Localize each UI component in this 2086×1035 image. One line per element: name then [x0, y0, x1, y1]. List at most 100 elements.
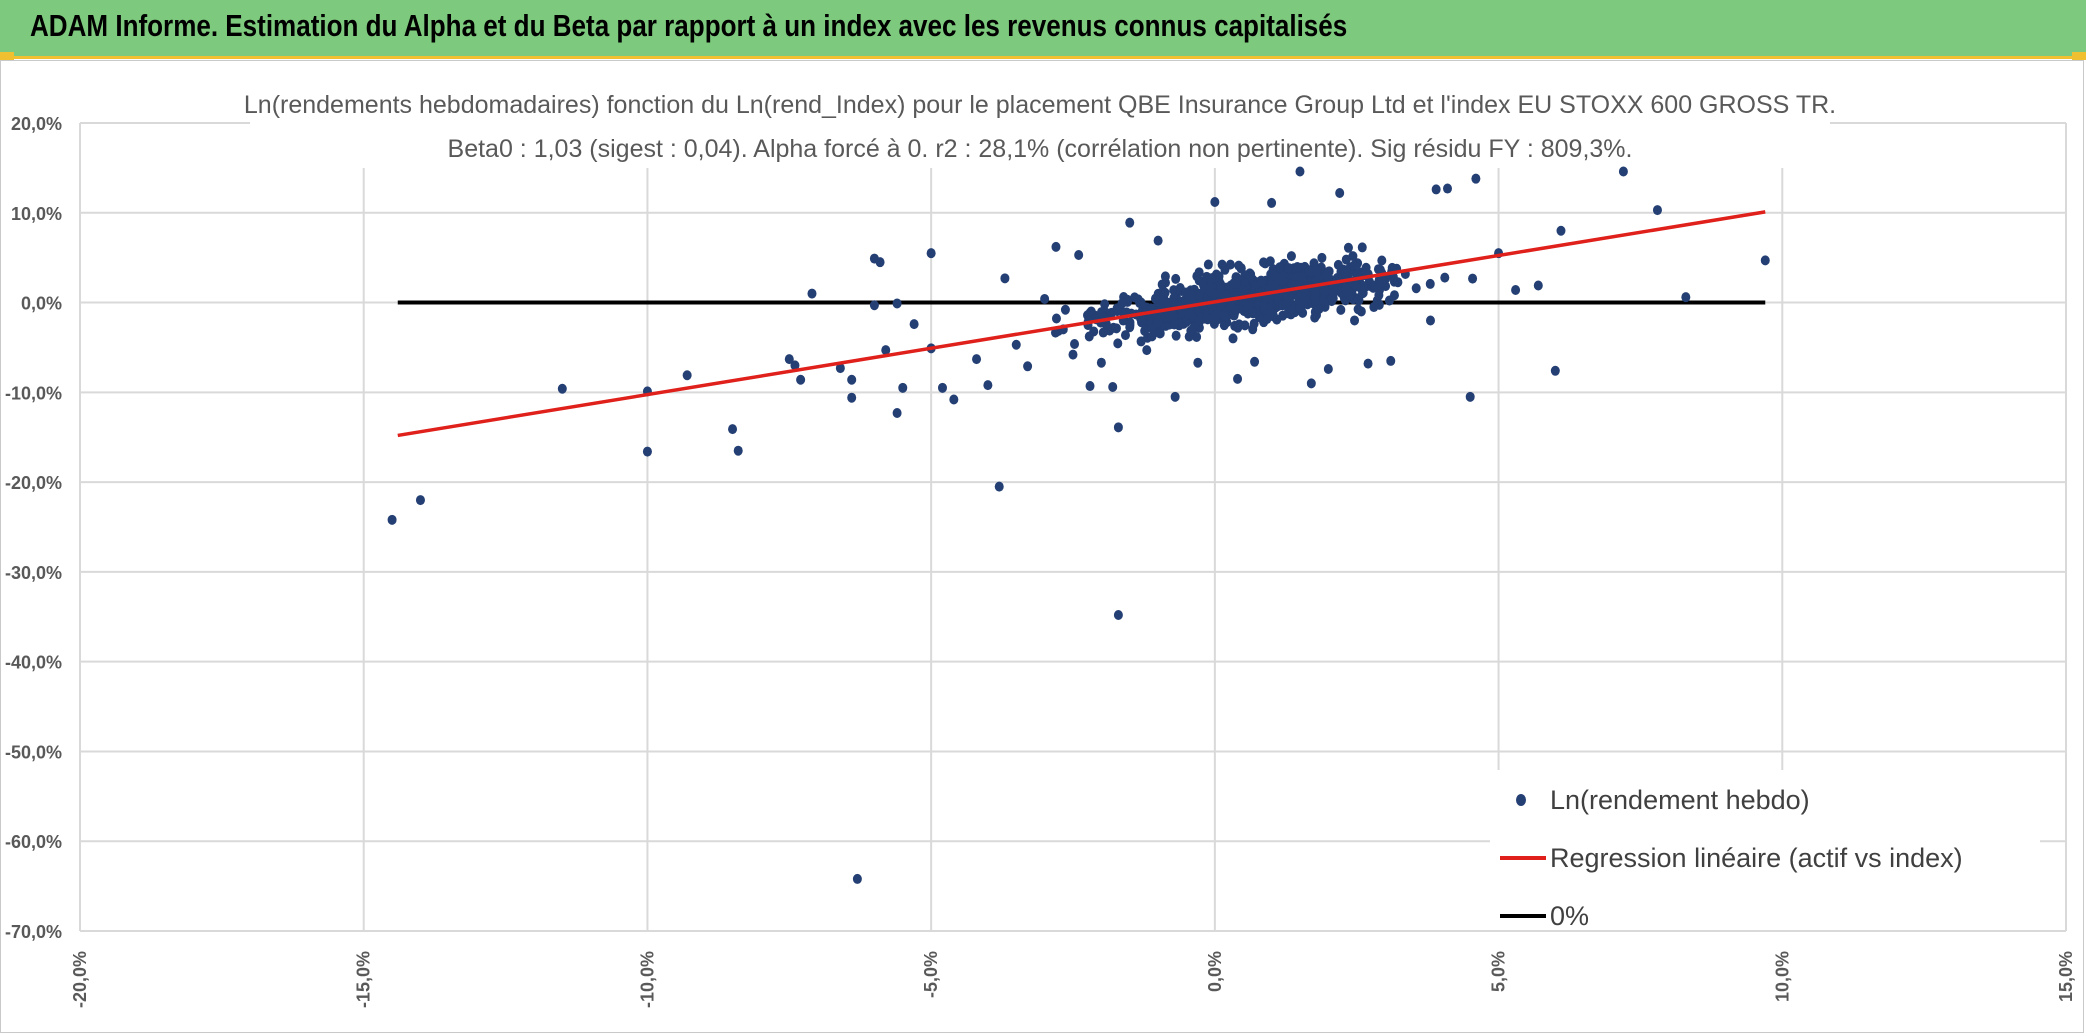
cluster-point — [1136, 336, 1146, 347]
data-point — [1363, 358, 1373, 369]
cluster-point — [1214, 271, 1224, 282]
data-point — [1550, 365, 1560, 376]
cluster-point — [1185, 309, 1195, 320]
cluster-point — [1320, 286, 1330, 297]
chart-title-box — [250, 80, 1830, 168]
data-point — [1681, 292, 1691, 303]
cluster-point — [1155, 328, 1165, 339]
data-point — [1096, 357, 1106, 368]
data-point — [1443, 183, 1453, 194]
cluster-point — [1217, 259, 1227, 270]
cluster-point — [1393, 277, 1403, 288]
data-point — [1011, 339, 1021, 350]
data-point — [892, 407, 902, 418]
data-point — [1618, 166, 1628, 177]
x-tick-label: -10,0% — [637, 951, 657, 1008]
cluster-point — [1262, 314, 1272, 325]
cluster-point — [1336, 304, 1346, 315]
cluster-point — [1440, 272, 1450, 283]
data-point — [1193, 357, 1203, 368]
cluster-point — [1468, 273, 1478, 284]
cluster-point — [1340, 283, 1350, 294]
data-point — [807, 288, 817, 299]
data-point — [1306, 378, 1316, 389]
cluster-point — [1113, 338, 1123, 349]
data-point — [728, 424, 738, 435]
cluster-point — [1096, 307, 1106, 318]
data-point — [909, 319, 919, 330]
data-point — [1170, 391, 1180, 402]
cluster-point — [1219, 320, 1229, 331]
cluster-point — [1353, 304, 1363, 315]
data-point — [1425, 315, 1435, 326]
cluster-point — [1084, 331, 1094, 342]
data-point — [387, 514, 397, 525]
data-point — [1471, 173, 1481, 184]
cluster-point — [1177, 308, 1187, 319]
cluster-point — [1150, 293, 1160, 304]
data-point — [1074, 249, 1084, 260]
data-point — [796, 374, 806, 385]
cluster-point — [1374, 290, 1384, 301]
cluster-point — [1333, 259, 1343, 270]
cluster-point — [1147, 323, 1157, 334]
x-tick-label: 0,0% — [1205, 951, 1225, 992]
cluster-point — [1117, 298, 1127, 309]
data-point — [1233, 373, 1243, 384]
legend-box — [1490, 770, 2040, 930]
cluster-point — [1297, 298, 1307, 309]
cluster-point — [1323, 272, 1333, 283]
data-point — [1323, 363, 1333, 374]
cluster-point — [1203, 314, 1213, 325]
cluster-point — [1256, 277, 1266, 288]
cluster-point — [1098, 327, 1108, 338]
cluster-point — [1340, 268, 1350, 279]
cluster-point — [1286, 251, 1296, 262]
cluster-point — [1192, 331, 1202, 342]
cluster-point — [1242, 300, 1252, 311]
cluster-point — [1311, 265, 1321, 276]
data-point — [881, 345, 891, 356]
data-point — [892, 298, 902, 309]
cluster-point — [1137, 315, 1147, 326]
cluster-point — [1229, 278, 1239, 289]
cluster-point — [1375, 264, 1385, 275]
cluster-point — [1216, 283, 1226, 294]
corner-accent-right — [2072, 52, 2086, 60]
data-point — [972, 354, 982, 365]
report-header: ADAM Informe. Estimation du Alpha et du … — [0, 0, 2086, 59]
data-point — [1511, 284, 1521, 295]
data-point — [1760, 255, 1770, 266]
data-point — [557, 383, 567, 394]
data-point — [1125, 217, 1135, 228]
cluster-point — [1111, 323, 1121, 334]
cluster-point — [1327, 296, 1337, 307]
y-tick-label: -10,0% — [5, 383, 62, 403]
data-point — [835, 363, 845, 374]
cluster-point — [1273, 292, 1283, 303]
cluster-point — [1100, 299, 1110, 310]
y-tick-label: -20,0% — [5, 473, 62, 493]
cluster-point — [1135, 298, 1145, 309]
cluster-point — [1245, 272, 1255, 283]
cluster-point — [1343, 242, 1353, 253]
cluster-point — [1209, 288, 1219, 299]
x-tick-label: -20,0% — [70, 951, 90, 1008]
data-point — [1556, 225, 1566, 236]
cluster-point — [1083, 310, 1093, 321]
data-point — [898, 382, 908, 393]
cluster-point — [1341, 254, 1351, 265]
data-point — [1335, 188, 1345, 199]
legend-label: 0% — [1550, 901, 1589, 931]
cluster-point — [1234, 319, 1244, 330]
cluster-point — [1377, 255, 1387, 266]
y-tick-label: 20,0% — [11, 114, 62, 134]
cluster-point — [1411, 283, 1421, 294]
cluster-point — [1070, 339, 1080, 350]
data-point — [1267, 197, 1277, 208]
cluster-point — [1304, 265, 1314, 276]
data-point — [415, 495, 425, 506]
cluster-point — [1194, 267, 1204, 278]
data-point — [875, 257, 885, 268]
data-point — [937, 382, 947, 393]
